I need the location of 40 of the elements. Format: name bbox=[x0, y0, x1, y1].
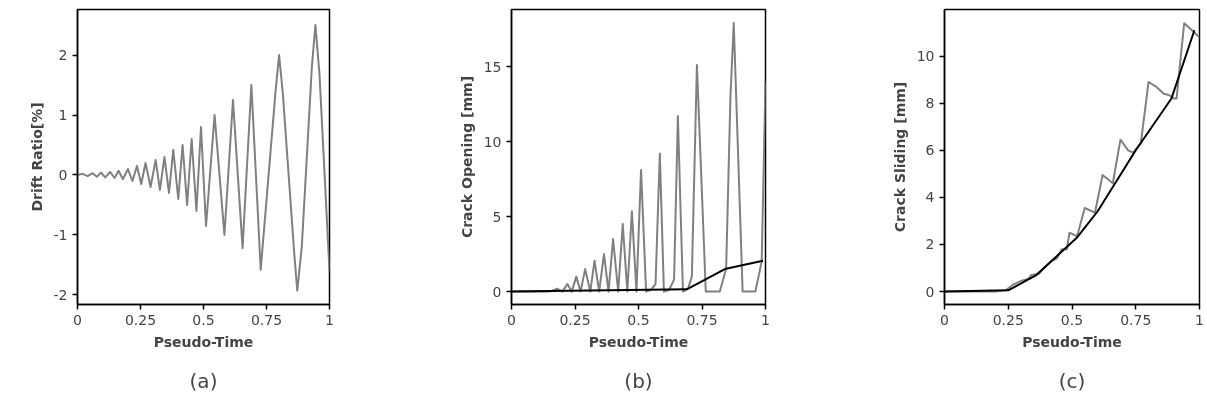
x-tick-label: 0.75 bbox=[686, 311, 718, 328]
y-tick-label: 2 bbox=[925, 236, 935, 253]
x-tick-label: 1 bbox=[761, 311, 770, 328]
x-axis-title: Pseudo-Time bbox=[1022, 333, 1122, 350]
y-tick-label: 10 bbox=[483, 133, 502, 150]
y-tick-label: 15 bbox=[483, 58, 502, 75]
x-tick-label: 0.5 bbox=[1060, 311, 1084, 328]
y-axis-title: Crack Sliding [mm] bbox=[891, 81, 908, 233]
text: (a) bbox=[189, 368, 218, 393]
y-tick-label: -1 bbox=[53, 226, 68, 243]
y-tick-label: 0 bbox=[925, 283, 935, 300]
y-tick-label: 4 bbox=[925, 189, 935, 206]
x-axis-title: Pseudo-Time bbox=[588, 333, 689, 350]
y-tick-label: 10 bbox=[916, 48, 935, 65]
y-tick-label: 2 bbox=[58, 47, 68, 64]
y-tick-label: 1 bbox=[58, 107, 68, 124]
y-axis-title: Drift Ratio[%] bbox=[28, 102, 45, 212]
x-tick-label: 0 bbox=[73, 311, 82, 328]
y-tick-label: 0 bbox=[58, 166, 68, 183]
y-tick-label: -2 bbox=[53, 286, 68, 303]
x-tick-label: 0.75 bbox=[1120, 311, 1152, 328]
y-tick-label: 8 bbox=[925, 95, 935, 112]
y-axis-title: Crack Opening [mm] bbox=[458, 75, 475, 239]
line-series bbox=[77, 24, 330, 292]
y-tick-label: 0 bbox=[492, 283, 502, 300]
x-tick-label: 0.25 bbox=[559, 311, 591, 328]
x-tick-label: 0.5 bbox=[627, 311, 650, 328]
x-tick-label: 1 bbox=[325, 311, 334, 328]
x-tick-label: 0.5 bbox=[192, 311, 215, 328]
x-axis-title: Pseudo-Time bbox=[153, 333, 254, 350]
x-tick-label: 1 bbox=[1195, 311, 1204, 328]
text: (b) bbox=[624, 368, 653, 393]
y-tick-label: 6 bbox=[925, 142, 935, 159]
x-tick-label: 0.25 bbox=[992, 311, 1024, 328]
x-tick-label: 0 bbox=[940, 311, 949, 328]
y-tick-label: 5 bbox=[492, 208, 502, 225]
x-tick-label: 0.75 bbox=[250, 311, 283, 328]
x-tick-label: 0 bbox=[507, 311, 516, 328]
text: (c) bbox=[1058, 368, 1086, 393]
x-tick-label: 0.25 bbox=[124, 311, 157, 328]
